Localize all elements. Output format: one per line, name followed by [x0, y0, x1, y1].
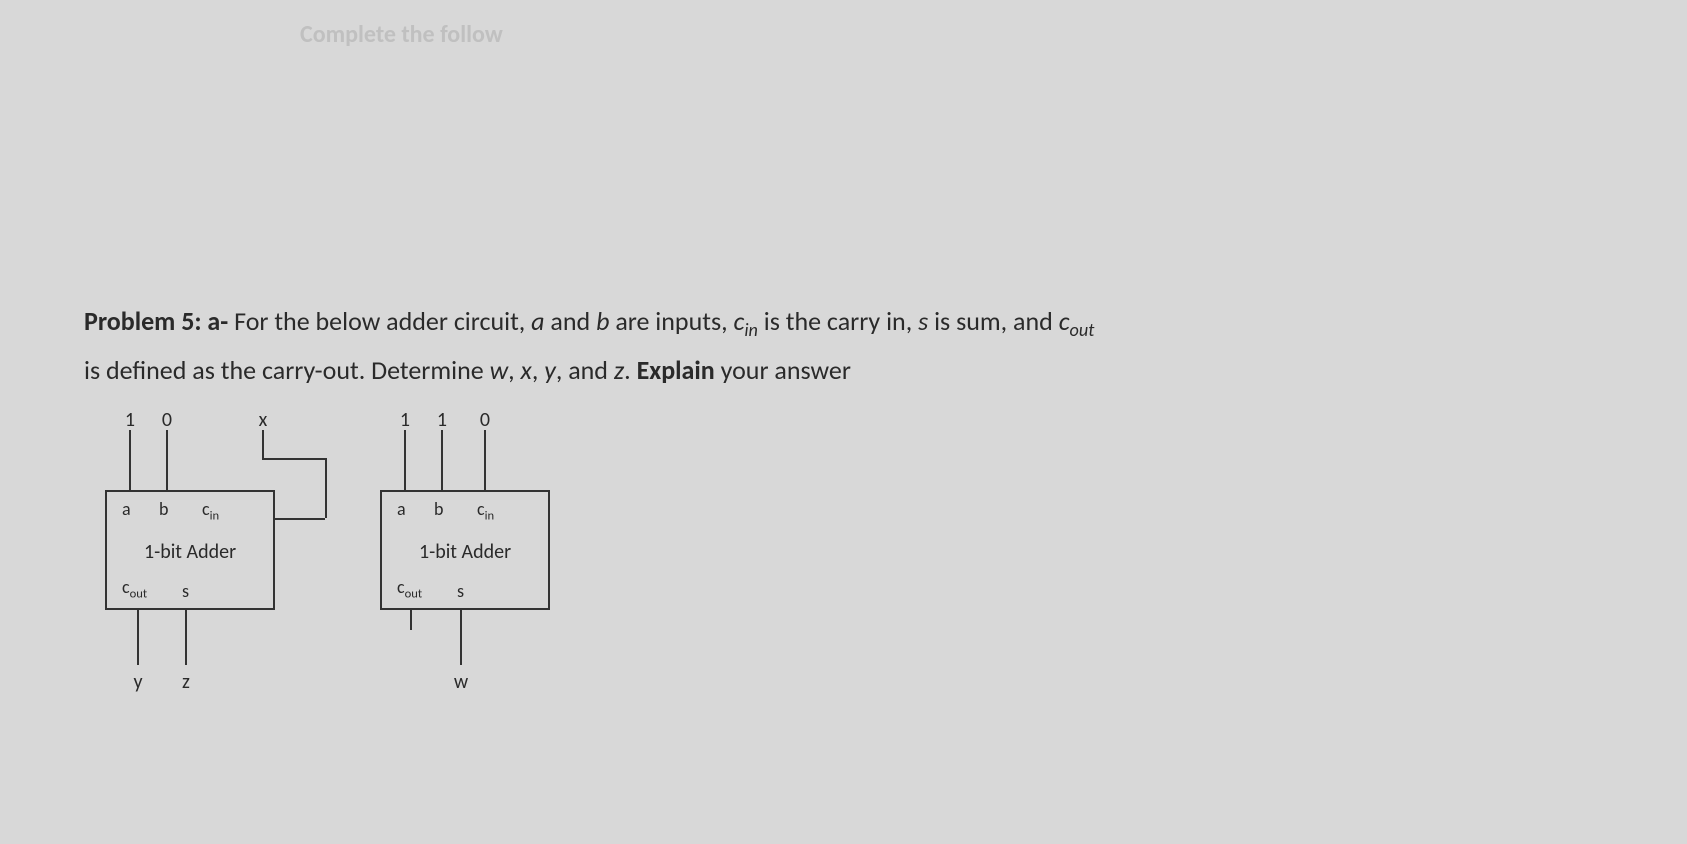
- adder-diagram: 1 0 x a b cin 1-bit Adder cout s y z 1 1…: [95, 408, 615, 728]
- adder1-input-cin-value: x: [253, 408, 273, 432]
- wire: [129, 430, 131, 490]
- adder1-output-y: y: [128, 670, 148, 694]
- adder1-input-b-value: 0: [157, 408, 177, 432]
- wire: [185, 610, 187, 665]
- wire: [275, 518, 325, 520]
- adder2-port-b: b: [434, 498, 443, 520]
- wire: [460, 610, 462, 665]
- wire: [137, 610, 139, 665]
- adder2-input-b-value: 1: [432, 408, 452, 432]
- wire: [262, 458, 325, 460]
- adder2-port-cin: cin: [477, 498, 494, 524]
- problem-statement: Problem 5: a- For the below adder circui…: [84, 298, 1334, 394]
- wire: [441, 430, 443, 490]
- adder2-port-a: a: [397, 498, 406, 520]
- adder2-port-s: s: [457, 580, 464, 602]
- wire: [484, 430, 486, 490]
- adder1-port-b: b: [159, 498, 168, 520]
- wire: [166, 430, 168, 490]
- adder2-input-cin-value: 0: [475, 408, 495, 432]
- adder2-title: 1-bit Adder: [382, 540, 548, 564]
- wire: [262, 430, 264, 458]
- problem-label: Problem 5: a-: [84, 305, 228, 337]
- adder1-block: a b cin 1-bit Adder cout s: [105, 490, 275, 610]
- adder1-input-a-value: 1: [120, 408, 140, 432]
- adder1-port-s: s: [182, 580, 189, 602]
- adder2-input-a-value: 1: [395, 408, 415, 432]
- wire: [404, 430, 406, 490]
- adder2-block: a b cin 1-bit Adder cout s: [380, 490, 550, 610]
- wire: [325, 458, 327, 518]
- adder2-output-w: w: [449, 670, 473, 694]
- adder1-port-cin: cin: [202, 498, 219, 524]
- adder1-output-z: z: [176, 670, 196, 694]
- adder1-port-cout: cout: [122, 576, 147, 602]
- adder2-port-cout: cout: [397, 576, 422, 602]
- faint-header-text: Complete the follow: [300, 20, 503, 49]
- adder1-title: 1-bit Adder: [107, 540, 273, 564]
- wire: [410, 610, 412, 630]
- adder1-port-a: a: [122, 498, 131, 520]
